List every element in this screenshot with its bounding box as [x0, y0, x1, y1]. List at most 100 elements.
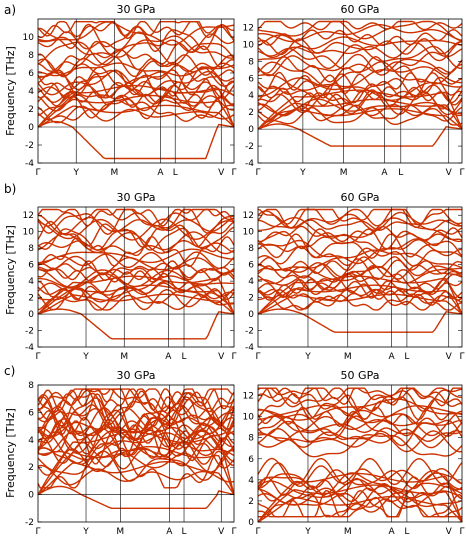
- y-tick-label: 2: [248, 497, 254, 507]
- y-tick-label: 0: [28, 491, 34, 501]
- band-line: [37, 426, 235, 464]
- x-tick-label: Γ: [231, 352, 236, 362]
- acoustic-band: [257, 293, 463, 315]
- y-tick-label: -2: [25, 518, 34, 528]
- band-line: [257, 47, 463, 73]
- band-line: [257, 20, 463, 31]
- band-line: [37, 251, 235, 270]
- x-tick-label: Y: [72, 168, 79, 178]
- band-line: [257, 40, 463, 62]
- phonon-bands: [257, 387, 463, 523]
- x-tick-label: Y: [304, 352, 311, 362]
- y-tick-label: 10: [23, 33, 35, 43]
- band-line: [37, 40, 235, 72]
- x-tick-label: V: [446, 352, 453, 362]
- y-tick-label: 8: [28, 51, 34, 61]
- x-tick-label: A: [389, 352, 396, 362]
- soft-mode-band: [257, 308, 463, 333]
- x-tick-label: A: [389, 527, 396, 537]
- y-tick-label: 2: [28, 294, 34, 304]
- y-tick-label: 8: [248, 57, 254, 67]
- x-tick-label: M: [340, 168, 348, 178]
- y-tick-label: 4: [28, 277, 34, 287]
- x-tick-label: L: [182, 352, 187, 362]
- band-line: [257, 462, 463, 490]
- x-tick-label: Γ: [35, 352, 40, 362]
- band-line: [257, 478, 463, 503]
- band-line: [37, 388, 235, 423]
- y-tick-label: 8: [28, 244, 34, 254]
- band-line: [257, 233, 463, 253]
- x-tick-label: Γ: [459, 352, 464, 362]
- band-line: [257, 457, 463, 486]
- panel-title: 60 GPa: [341, 3, 380, 16]
- x-tick-label: L: [398, 168, 403, 178]
- band-line: [257, 82, 463, 104]
- panel-title: 30 GPa: [117, 369, 156, 382]
- band-line: [257, 44, 463, 70]
- panel-title: 30 GPa: [117, 191, 156, 204]
- band-line: [257, 106, 463, 126]
- band-line: [257, 288, 463, 311]
- soft-mode-band: [37, 485, 235, 509]
- y-tick-label: 0: [28, 310, 34, 320]
- y-tick-label: 6: [28, 408, 34, 418]
- x-tick-label: Γ: [35, 168, 40, 178]
- band-line: [37, 402, 235, 442]
- y-tick-label: 0: [248, 310, 254, 320]
- x-tick-label: M: [120, 352, 128, 362]
- band-line: [37, 413, 235, 458]
- band-line: [257, 61, 463, 88]
- band-line: [37, 260, 235, 281]
- band-line: [257, 470, 463, 496]
- x-tick-label: Γ: [459, 527, 464, 537]
- y-tick-label: -2: [25, 327, 34, 337]
- band-line: [37, 23, 235, 53]
- band-line: [37, 416, 235, 448]
- x-tick-label: Y: [82, 352, 89, 362]
- band-line: [257, 53, 463, 77]
- band-line: [257, 387, 462, 412]
- y-tick-label: 6: [248, 74, 254, 84]
- band-line: [257, 498, 462, 518]
- phonon-bands: [37, 208, 235, 340]
- y-axis-label-row-1: Frequency [THz]: [4, 46, 17, 136]
- panel-frame: [37, 206, 235, 348]
- acoustic-band: [257, 284, 463, 315]
- band-line: [258, 387, 462, 407]
- y-tick-label: 10: [243, 40, 255, 50]
- band-line: [37, 262, 235, 276]
- panel-frame: [37, 18, 235, 164]
- acoustic-band: [37, 84, 235, 128]
- band-line: [258, 469, 463, 490]
- x-tick-label: Y: [304, 527, 311, 537]
- phonon-bands: [257, 208, 463, 333]
- x-tick-label: Γ: [35, 527, 40, 537]
- band-line: [37, 437, 235, 465]
- row-label-3: c): [4, 364, 15, 378]
- band-line: [257, 20, 463, 42]
- band-line: [257, 415, 463, 447]
- band-line: [37, 80, 235, 99]
- y-tick-label: 6: [28, 69, 34, 79]
- band-line: [37, 464, 235, 486]
- y-tick-label: -2: [245, 327, 254, 337]
- y-tick-label: 6: [248, 261, 254, 271]
- y-tick-label: 8: [28, 381, 34, 391]
- acoustic-band: [37, 284, 235, 315]
- y-tick-label: 2: [248, 108, 254, 118]
- row-label-1: a): [4, 3, 16, 17]
- band-line: [37, 31, 235, 53]
- acoustic-band: [37, 104, 235, 128]
- phonon-bands: [37, 388, 235, 509]
- panel-frame: [257, 384, 463, 523]
- acoustic-band: [257, 275, 463, 315]
- panel-frame: [257, 18, 463, 164]
- y-tick-label: 0: [248, 125, 254, 135]
- x-tick-label: L: [182, 527, 187, 537]
- x-tick-label: M: [116, 527, 124, 537]
- band-line: [257, 38, 463, 56]
- acoustic-band: [37, 275, 235, 315]
